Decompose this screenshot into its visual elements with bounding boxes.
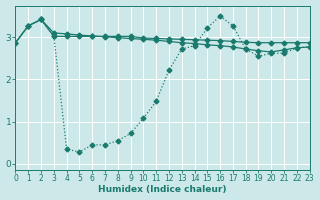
X-axis label: Humidex (Indice chaleur): Humidex (Indice chaleur) [98, 185, 227, 194]
